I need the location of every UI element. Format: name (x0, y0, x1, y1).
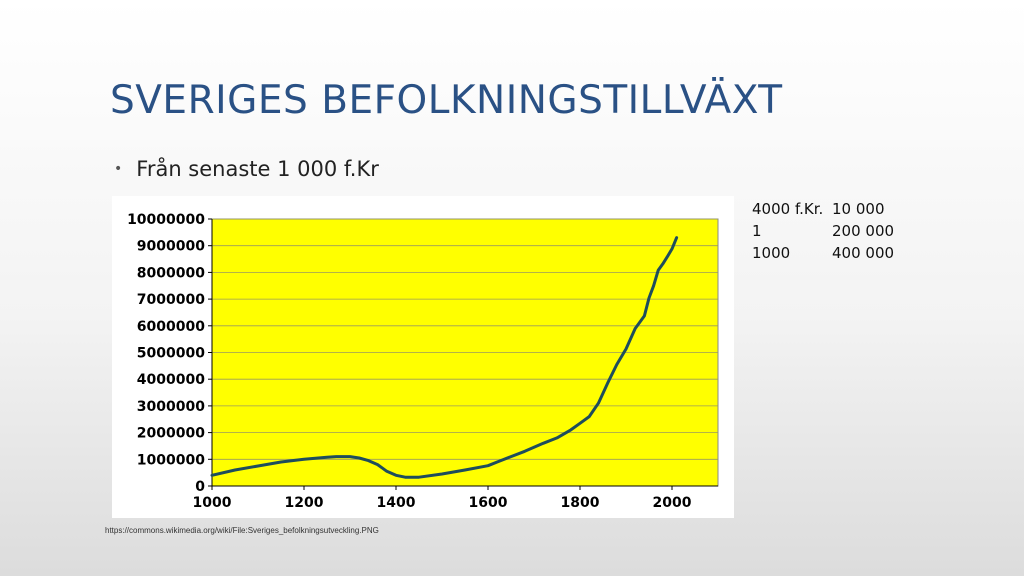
y-tick-label: 7000000 (137, 292, 205, 308)
bullet-dot-icon: • (114, 161, 123, 177)
x-tick-label: 2000 (653, 495, 692, 511)
y-tick-label: 3000000 (137, 399, 205, 415)
y-tick-label: 9000000 (137, 239, 205, 255)
y-tick-label: 1000000 (137, 452, 205, 468)
population-chart: 0 1000000 2000000 3000000 4000000 5000000 6000… (112, 196, 734, 518)
table-year: 1 (752, 222, 762, 240)
table-row: 4000 f.Kr. 10 000 (752, 198, 894, 220)
y-tick-label: 4000000 (137, 372, 205, 388)
source-link[interactable]: https://commons.wikimedia.org/wiki/File:… (105, 526, 379, 535)
table-value: 10 000 (832, 200, 885, 218)
x-tick-label: 1200 (285, 495, 324, 511)
y-tick-label: 6000000 (137, 319, 205, 335)
x-tick-label: 1600 (469, 495, 508, 511)
x-tick-label: 1400 (377, 495, 416, 511)
bullet-item: • Från senaste 1 000 f.Kr (114, 157, 379, 181)
chart-svg: 0 1000000 2000000 3000000 4000000 5000000 6000… (127, 212, 719, 511)
y-tick-label: 10000000 (127, 212, 205, 228)
slide-title: SVERIGES BEFOLKNINGSTILLVÄXT (110, 78, 783, 123)
y-tick-label: 2000000 (137, 426, 205, 442)
table-row: 1 200 000 (752, 220, 894, 242)
x-tick-label: 1800 (561, 495, 600, 511)
table-year: 1000 (752, 244, 791, 262)
y-tick-label: 5000000 (137, 346, 205, 362)
y-tick-label: 8000000 (137, 265, 205, 281)
table-value: 400 000 (832, 244, 895, 262)
population-line (210, 236, 679, 479)
table-row: 1000 400 000 (752, 242, 894, 264)
x-tick-label: 1000 (193, 495, 232, 511)
bullet-text: Från senaste 1 000 f.Kr (136, 157, 379, 181)
population-table: 4000 f.Kr. 10 000 1 200 000 1000 400 000 (752, 198, 894, 264)
table-year: 4000 f.Kr. (752, 200, 824, 218)
y-tick-label: 0 (195, 479, 205, 495)
table-value: 200 000 (832, 222, 895, 240)
